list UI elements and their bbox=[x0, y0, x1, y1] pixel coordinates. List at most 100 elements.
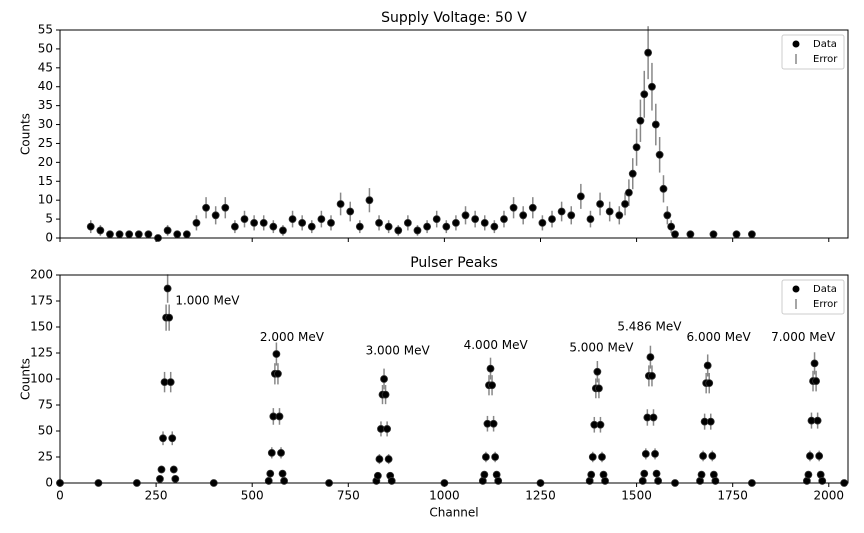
data-point bbox=[115, 230, 124, 239]
data-point bbox=[621, 200, 629, 208]
data-point bbox=[815, 452, 824, 460]
data-point bbox=[230, 222, 239, 231]
data-point bbox=[593, 367, 602, 376]
annotation: 6.000 MeV bbox=[687, 330, 752, 344]
annotation: 3.000 MeV bbox=[366, 343, 431, 357]
y-tick-label: 35 bbox=[38, 98, 53, 112]
data-point bbox=[709, 230, 718, 239]
data-point bbox=[489, 419, 498, 428]
x-axis-label: Channel bbox=[429, 506, 478, 520]
data-point bbox=[250, 218, 259, 227]
data-point bbox=[307, 222, 316, 231]
y-axis-label: Counts bbox=[19, 358, 33, 400]
x-tick-label: 0 bbox=[56, 489, 64, 503]
data-point bbox=[490, 222, 499, 231]
annotation: 2.000 MeV bbox=[260, 330, 325, 344]
data-point bbox=[705, 379, 714, 388]
panel: Pulser Peaks Counts Channel 0 25 50 75 100 125 15… bbox=[19, 255, 849, 520]
data-point bbox=[671, 230, 679, 239]
y-tick-label: 150 bbox=[30, 320, 53, 334]
data-point bbox=[267, 448, 276, 457]
y-tick-label: 20 bbox=[38, 155, 53, 169]
x-tick-label: 1000 bbox=[429, 489, 460, 503]
data-point bbox=[628, 169, 637, 178]
data-point bbox=[651, 120, 660, 129]
y-tick-label: 10 bbox=[38, 193, 53, 207]
data-point bbox=[317, 215, 326, 223]
data-point bbox=[708, 452, 717, 460]
data-point bbox=[168, 434, 177, 443]
data-point bbox=[163, 226, 172, 235]
x-tick-label: 2000 bbox=[814, 489, 845, 503]
data-point bbox=[336, 200, 345, 208]
data-point bbox=[632, 143, 641, 152]
y-axis-label: Counts bbox=[19, 113, 33, 155]
x-tick-label: 750 bbox=[337, 489, 360, 503]
data-point bbox=[652, 469, 661, 478]
data-point bbox=[165, 313, 174, 322]
y-tick-label: 125 bbox=[30, 346, 53, 360]
data-point bbox=[699, 452, 707, 460]
data-point bbox=[156, 474, 164, 483]
data-point bbox=[182, 230, 191, 239]
data-point bbox=[166, 378, 175, 387]
y-tick-label: 100 bbox=[30, 372, 53, 386]
data-point bbox=[567, 211, 576, 220]
data-point bbox=[278, 469, 287, 478]
data-point bbox=[732, 230, 741, 239]
y-tick-label: 25 bbox=[38, 450, 53, 464]
data-point bbox=[748, 230, 756, 239]
data-point bbox=[266, 469, 275, 478]
data-point bbox=[169, 465, 178, 474]
data-point bbox=[703, 361, 712, 370]
data-point bbox=[259, 218, 268, 227]
data-point bbox=[655, 150, 664, 159]
data-point bbox=[806, 452, 814, 460]
data-point bbox=[587, 470, 596, 479]
data-point bbox=[365, 196, 374, 205]
y-tick-label: 30 bbox=[38, 117, 53, 131]
y-tick-label: 40 bbox=[38, 79, 53, 93]
y-tick-label: 200 bbox=[30, 268, 53, 282]
legend-marker bbox=[792, 285, 800, 293]
data-point bbox=[144, 230, 153, 239]
data-point bbox=[375, 455, 384, 463]
data-point bbox=[171, 474, 180, 483]
data-point bbox=[381, 390, 390, 399]
data-point bbox=[298, 218, 307, 227]
data-point bbox=[812, 377, 820, 385]
data-point bbox=[697, 470, 706, 479]
data-point bbox=[605, 207, 614, 216]
data-point bbox=[491, 453, 500, 461]
data-point bbox=[269, 222, 278, 231]
data-point bbox=[482, 453, 490, 461]
data-point bbox=[413, 226, 422, 235]
data-point bbox=[624, 188, 633, 197]
data-point bbox=[355, 222, 364, 231]
y-tick-label: 75 bbox=[38, 398, 53, 412]
data-point bbox=[686, 230, 695, 239]
data-point bbox=[159, 434, 167, 443]
plot-frame bbox=[59, 274, 849, 484]
panel-title: Supply Voltage: 50 V bbox=[381, 10, 527, 26]
data-point bbox=[274, 369, 282, 378]
data-point bbox=[649, 413, 658, 422]
data-point bbox=[157, 465, 166, 474]
data-point bbox=[519, 211, 528, 220]
data-point bbox=[346, 207, 355, 216]
data-point bbox=[588, 453, 597, 461]
y-tick-label: 55 bbox=[38, 23, 53, 37]
data-point bbox=[486, 364, 495, 373]
data-point bbox=[586, 215, 595, 223]
data-point bbox=[598, 453, 606, 461]
data-point bbox=[452, 218, 460, 227]
data-point bbox=[640, 90, 649, 99]
data-point bbox=[380, 375, 388, 383]
y-tick-label: 25 bbox=[38, 136, 53, 150]
annotation: 4.000 MeV bbox=[464, 338, 529, 352]
data-point bbox=[211, 211, 220, 220]
data-point bbox=[596, 420, 605, 429]
x-tick-label: 1750 bbox=[717, 489, 748, 503]
data-point bbox=[221, 203, 230, 212]
